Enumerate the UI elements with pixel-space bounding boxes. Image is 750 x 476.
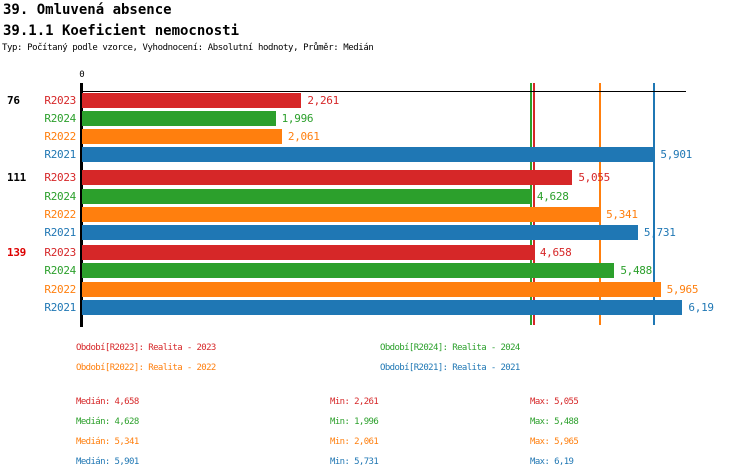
bar-series-label: R2024 bbox=[44, 111, 76, 125]
bar-series-label: R2021 bbox=[44, 226, 76, 240]
bar-value-label: 6,19 bbox=[688, 300, 714, 314]
median-line-R2024 bbox=[529, 83, 532, 325]
bar-series-label: R2023 bbox=[44, 93, 76, 107]
bar-series-label: R2022 bbox=[44, 130, 76, 144]
bar-series-label: R2021 bbox=[44, 300, 76, 314]
median-line-R2023 bbox=[532, 83, 535, 325]
bar-111-R2022 bbox=[82, 206, 601, 222]
bar-series-label: R2022 bbox=[44, 282, 76, 296]
bar-series-label: R2024 bbox=[44, 264, 76, 278]
legend-item-R2022: Období[R2022]: Realita - 2022 bbox=[76, 363, 216, 373]
group-label: 111 bbox=[7, 171, 26, 185]
stat-median-R2021: Medián: 5,901 bbox=[76, 457, 139, 467]
legend-item-R2024: Období[R2024]: Realita - 2024 bbox=[380, 343, 520, 353]
bar-value-label: 2,061 bbox=[287, 130, 320, 144]
bar-value-label: 4,658 bbox=[539, 246, 572, 259]
bar-value-label: 5,341 bbox=[606, 207, 638, 221]
axis-zero-label: 0 bbox=[79, 70, 85, 80]
bar-series-label: R2023 bbox=[44, 171, 76, 185]
stat-max-R2021: Max: 6,19 bbox=[530, 457, 574, 467]
bar-series-label: R2022 bbox=[44, 207, 76, 221]
bar-value-label: 5,488 bbox=[620, 264, 652, 278]
bar-111-R2023 bbox=[82, 170, 573, 186]
report-meta-line: Typ: Počítaný podle vzorce, Vyhodnocení:… bbox=[2, 43, 374, 53]
y-axis-line bbox=[79, 83, 83, 327]
bar-value-label: 1,996 bbox=[281, 111, 314, 125]
stat-median-R2023: Medián: 4,658 bbox=[76, 397, 139, 407]
bar-value-label: 2,261 bbox=[307, 93, 339, 107]
bar-value-label: 5,965 bbox=[666, 282, 699, 296]
page-title: 39. Omluvená absence bbox=[3, 2, 172, 18]
stat-median-R2022: Medián: 5,341 bbox=[76, 437, 139, 447]
bar-139-R2021 bbox=[82, 299, 683, 315]
bar-series-label: R2024 bbox=[44, 189, 76, 203]
legend-item-R2021: Období[R2021]: Realita - 2021 bbox=[380, 363, 520, 373]
bar-139-R2024 bbox=[82, 263, 615, 279]
bar-111-R2024 bbox=[82, 188, 531, 204]
median-line-R2022 bbox=[599, 83, 602, 325]
stat-max-R2022: Max: 5,965 bbox=[530, 437, 579, 447]
bar-series-label: R2021 bbox=[44, 148, 76, 162]
stat-median-R2024: Medián: 4,628 bbox=[76, 417, 139, 427]
bar-76-R2024 bbox=[82, 110, 276, 126]
bar-111-R2021 bbox=[82, 225, 638, 241]
bar-value-label: 5,055 bbox=[578, 171, 610, 185]
bar-76-R2021 bbox=[82, 147, 655, 163]
legend-item-R2023: Období[R2023]: Realita - 2023 bbox=[76, 343, 216, 353]
group-label: 139 bbox=[7, 246, 26, 259]
bar-76-R2022 bbox=[82, 129, 282, 145]
stat-min-R2022: Min: 2,061 bbox=[330, 437, 379, 447]
stat-max-R2023: Max: 5,055 bbox=[530, 397, 579, 407]
bar-value-label: 5,901 bbox=[660, 148, 693, 162]
stat-max-R2024: Max: 5,488 bbox=[530, 417, 579, 427]
bar-76-R2023 bbox=[82, 92, 302, 108]
group-label: 76 bbox=[7, 93, 20, 107]
indicator-title: 39.1.1 Koeficient nemocnosti bbox=[3, 23, 240, 39]
x-axis-top-line bbox=[79, 91, 686, 92]
bar-value-label: 5,731 bbox=[643, 226, 676, 240]
stat-min-R2024: Min: 1,996 bbox=[330, 417, 379, 427]
bar-value-label: 4,628 bbox=[536, 189, 569, 203]
stat-min-R2023: Min: 2,261 bbox=[330, 397, 379, 407]
stat-min-R2021: Min: 5,731 bbox=[330, 457, 379, 467]
bar-series-label: R2023 bbox=[44, 246, 76, 259]
bar-139-R2023 bbox=[82, 245, 534, 260]
bar-139-R2022 bbox=[82, 281, 661, 297]
median-line-R2021 bbox=[653, 83, 656, 325]
